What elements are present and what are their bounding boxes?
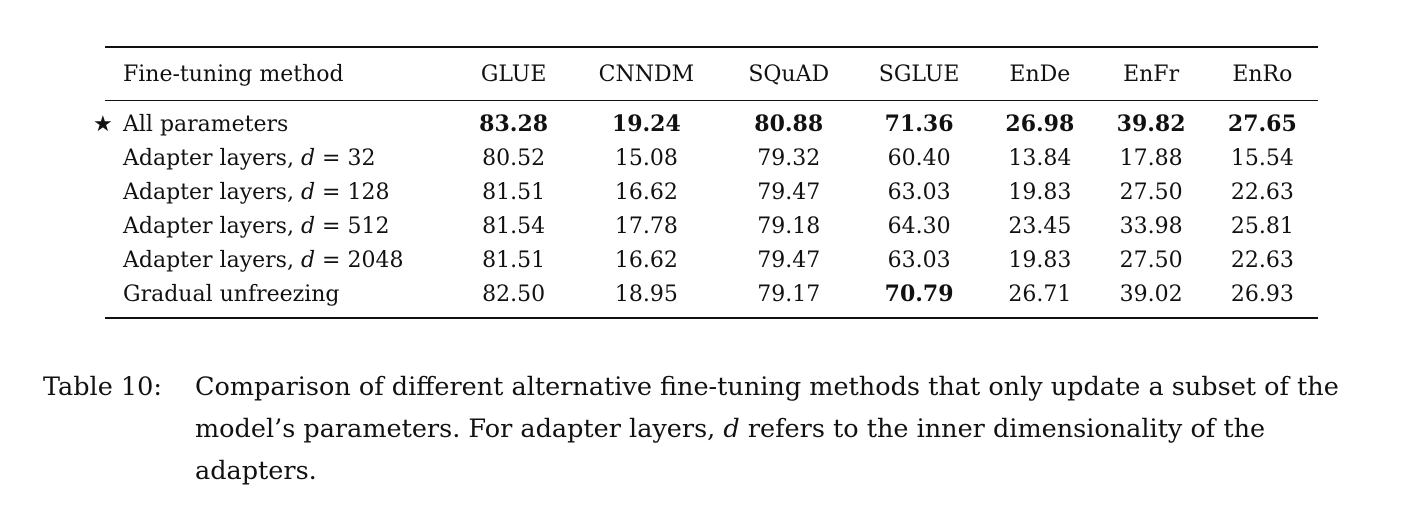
method-label: Adapter layers, (123, 145, 301, 171)
method-variable: d (300, 145, 316, 171)
score-cell: 79.32 (757, 145, 821, 171)
score-cell: 18.95 (614, 281, 678, 307)
score-cell: 26.93 (1230, 281, 1294, 307)
score-cell: 63.03 (887, 179, 951, 205)
score-cell: 15.54 (1230, 145, 1294, 171)
column-header-ende: EnDe (1009, 61, 1071, 87)
method-label: Adapter layers, (123, 179, 301, 205)
score-cell: 81.51 (482, 179, 546, 205)
score-cell: 83.28 (479, 111, 549, 137)
caption-text-part-1: Comparison of different alternative fine… (195, 372, 1339, 444)
caption-variable: d (723, 414, 740, 444)
table-header: Fine-tuning method GLUE CNNDM SQuAD SGLU… (105, 47, 1318, 101)
score-cell: 26.71 (1008, 281, 1072, 307)
score-cell: 23.45 (1008, 213, 1072, 239)
score-cell: 79.17 (757, 281, 821, 307)
table-row: ★ All parameters 83.28 19.24 80.88 71.36 26.98… (93, 101, 1318, 142)
column-header-enro: EnRo (1232, 61, 1293, 87)
score-cell: 19.83 (1008, 179, 1072, 205)
score-cell: 80.52 (482, 145, 546, 171)
score-cell: 79.18 (757, 213, 821, 239)
score-cell: 82.50 (482, 281, 546, 307)
score-cell: 27.50 (1119, 179, 1183, 205)
score-cell: 39.82 (1116, 111, 1186, 137)
score-cell: 25.81 (1230, 213, 1294, 239)
table-row: Adapter layers, d = 512 81.54 17.78 79.18 64… (105, 209, 1318, 243)
score-cell: 63.03 (887, 247, 951, 273)
score-cell: 33.98 (1119, 213, 1183, 239)
score-cell: 80.88 (754, 111, 824, 137)
method-dimension: = 512 (315, 213, 390, 239)
results-table-container: Fine-tuning method GLUE CNNDM SQuAD SGLU… (93, 46, 1318, 319)
score-cell: 22.63 (1230, 247, 1294, 273)
caption-text-part-2: refers to the inner dimensionality of th… (195, 414, 1266, 486)
score-cell: 81.51 (482, 247, 546, 273)
method-dimension: = 32 (315, 145, 376, 171)
score-cell: 15.08 (614, 145, 678, 171)
score-cell: 16.62 (614, 179, 678, 205)
score-cell: 27.65 (1227, 111, 1297, 137)
score-cell: 27.50 (1119, 247, 1183, 273)
table-row: Adapter layers, d = 2048 81.51 16.62 79.47 6… (105, 243, 1318, 277)
table-row: Adapter layers, d = 32 80.52 15.08 79.32 60.… (105, 141, 1318, 175)
method-cell: Adapter layers, d = 512 (105, 209, 458, 243)
method-variable: d (300, 179, 316, 205)
column-header-sglue: SGLUE (878, 61, 960, 87)
results-table: Fine-tuning method GLUE CNNDM SQuAD SGLU… (93, 46, 1318, 319)
method-cell: Adapter layers, d = 2048 (105, 243, 458, 277)
score-cell: 79.47 (757, 179, 821, 205)
table-row: Gradual unfreezing 82.50 18.95 79.17 70.79 26… (105, 277, 1318, 318)
method-cell: Adapter layers, d = 32 (105, 141, 458, 175)
score-cell: 19.24 (611, 111, 681, 137)
method-dimension: = 128 (315, 179, 390, 205)
score-cell: 70.79 (884, 281, 954, 307)
method-variable: d (300, 247, 316, 273)
score-cell: 39.02 (1119, 281, 1183, 307)
column-header-squad: SQuAD (748, 61, 830, 87)
table-caption: Table 10: Comparison of different altern… (43, 366, 1383, 492)
score-cell: 60.40 (887, 145, 951, 171)
score-cell: 79.47 (757, 247, 821, 273)
table-body: ★ All parameters 83.28 19.24 80.88 71.36 26.98… (93, 101, 1318, 318)
score-cell: 22.63 (1230, 179, 1294, 205)
column-header-cnndm: CNNDM (598, 61, 695, 87)
score-cell: 17.78 (614, 213, 678, 239)
score-cell: 13.84 (1008, 145, 1072, 171)
score-cell: 16.62 (614, 247, 678, 273)
score-cell: 71.36 (884, 111, 954, 137)
score-cell: 19.83 (1008, 247, 1072, 273)
method-dimension: = 2048 (315, 247, 404, 273)
caption-label: Table 10: (43, 372, 162, 402)
score-cell: 64.30 (887, 213, 951, 239)
table-row: Adapter layers, d = 128 81.51 16.62 79.47 63… (105, 175, 1318, 209)
column-header-enfr: EnFr (1123, 61, 1180, 87)
method-cell: ★ All parameters (93, 101, 458, 142)
method-label: Adapter layers, (123, 213, 301, 239)
column-header-glue: GLUE (480, 61, 547, 87)
star-icon: ★ (93, 111, 113, 137)
score-cell: 26.98 (1005, 111, 1075, 137)
method-label: Adapter layers, (123, 247, 301, 273)
score-cell: 81.54 (482, 213, 546, 239)
column-header-method: Fine-tuning method (123, 61, 344, 87)
method-label: Gradual unfreezing (123, 281, 340, 307)
method-label: All parameters (123, 111, 289, 137)
score-cell: 17.88 (1119, 145, 1183, 171)
method-cell: Adapter layers, d = 128 (105, 175, 458, 209)
method-variable: d (300, 213, 316, 239)
caption-text: Comparison of different alternative fine… (195, 366, 1383, 492)
header-row: Fine-tuning method GLUE CNNDM SQuAD SGLU… (105, 47, 1318, 101)
method-cell: Gradual unfreezing (105, 277, 458, 318)
